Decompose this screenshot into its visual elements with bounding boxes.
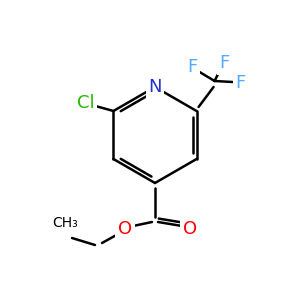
Text: F: F [188, 58, 198, 76]
Text: N: N [148, 78, 162, 96]
Text: O: O [118, 220, 132, 238]
Text: F: F [236, 74, 246, 92]
Text: F: F [219, 54, 230, 72]
Text: O: O [183, 220, 197, 238]
Text: Cl: Cl [76, 94, 94, 112]
Text: CH₃: CH₃ [52, 216, 78, 230]
